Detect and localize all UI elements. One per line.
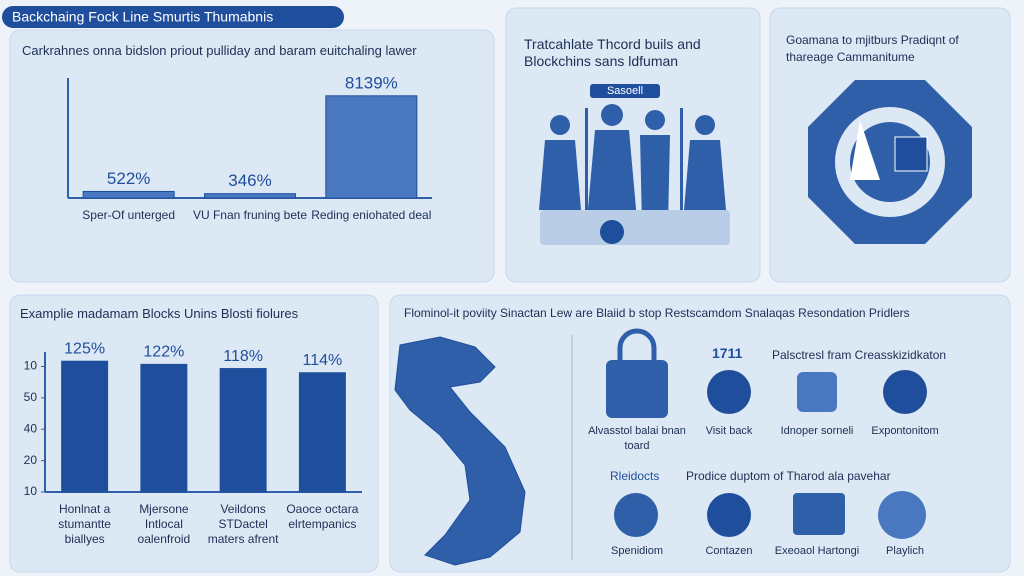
icon-label: Exeoaol Hartongi — [774, 545, 860, 557]
value-label: 522% — [107, 169, 150, 188]
icon-label: Visit back — [705, 425, 753, 437]
bar — [61, 360, 109, 493]
x-tick-label: Reding eniohated deal — [311, 208, 432, 222]
subtitle: Palsctresl fram Creasskizidkaton — [772, 348, 947, 362]
map — [394, 336, 526, 566]
panel-title: Flominol-it poviity Sinactan Lew are Bla… — [404, 306, 910, 320]
y-tick-label: 10 — [24, 359, 38, 373]
y-tick-label: 50 — [24, 390, 38, 404]
icon-label: Expontonitom — [871, 425, 939, 437]
y-tick-label: 10 — [24, 484, 38, 498]
illustration — [539, 84, 730, 245]
icon-label: Contazen — [705, 545, 753, 557]
header-title: Backchaing Fock Line Smurtis Thumabnis — [12, 9, 273, 25]
value-label: 346% — [228, 171, 271, 190]
section-label: Rleidocts — [610, 469, 660, 483]
section-title: Prodice duptom of Tharod ala pavehar — [686, 469, 891, 483]
x-tick-label: VU Fnan fruning bete — [192, 208, 308, 222]
header-pill — [2, 6, 344, 28]
panel-title: Goamana to mjitburs Pradiqnt of thareage… — [786, 33, 959, 64]
panel — [389, 294, 1011, 573]
chart-title: Carkrahnes onna bidslon priout pulliday … — [22, 43, 417, 58]
x-tick-label: Oaoce octara elrtempanics — [286, 502, 359, 531]
x-tick-label: Honlnat a stumantte biallyes — [58, 502, 111, 546]
x-tick-label: Veildons STDactel maters afrent — [207, 502, 279, 546]
badge: Sasoell — [606, 85, 644, 97]
value-label: 118% — [223, 348, 263, 365]
x-tick-label: Mjersone Intlocal oalenfroid — [137, 502, 191, 546]
bar — [140, 363, 188, 493]
bar — [82, 190, 175, 199]
icon-label: Playlich — [886, 545, 924, 557]
value-label: 122% — [143, 344, 184, 361]
value-label: 114% — [303, 352, 343, 369]
icon-label: Spenidiom — [611, 545, 663, 557]
y-tick-label: 40 — [24, 421, 38, 435]
bar — [298, 372, 346, 493]
chart-title: Examplie madamam Blocks Unins Blosti fio… — [20, 306, 299, 321]
bar — [204, 193, 296, 199]
value-label: 125% — [64, 340, 105, 357]
icon-label: Alvasstol balai bnan toard — [588, 425, 686, 452]
y-tick-label: 20 — [24, 453, 38, 467]
panel — [9, 29, 495, 283]
bar — [325, 95, 418, 199]
bar — [219, 368, 267, 493]
icons — [606, 328, 927, 539]
panel-title: Tratcahlate Thcord buils and Blockchins … — [524, 36, 701, 69]
count: 1711 — [712, 345, 743, 361]
x-tick-label: Sper-Of unterged — [82, 208, 176, 222]
value-label: 8139% — [345, 73, 398, 92]
network-illustration — [808, 80, 972, 244]
icon-label: Idnoper sorneli — [780, 425, 854, 437]
